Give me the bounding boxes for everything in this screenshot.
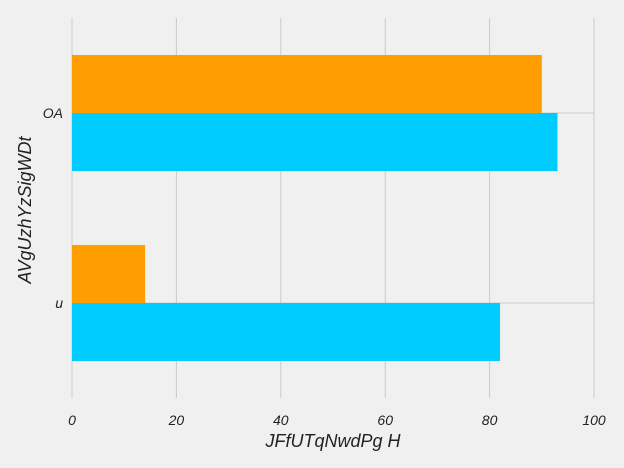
bar (72, 113, 558, 171)
x-tick-label: 40 (273, 412, 289, 428)
bars (72, 55, 558, 361)
bar (72, 245, 146, 303)
x-axis-label: JFfUTqNwdPg H (264, 431, 401, 451)
bar (72, 303, 501, 361)
y-axis-label: AVgUzhYzSigWDt (15, 135, 35, 284)
tick-labels: 0 20 40 60 80 100 u OA (43, 105, 606, 428)
x-tick-label: 100 (582, 412, 606, 428)
bar (72, 55, 542, 113)
y-tick-label: u (55, 295, 63, 311)
x-tick-label: 20 (168, 412, 185, 428)
x-tick-label: 60 (377, 412, 393, 428)
x-tick-label: 0 (68, 412, 76, 428)
y-tick-label: OA (43, 105, 63, 121)
x-tick-label: 80 (482, 412, 498, 428)
